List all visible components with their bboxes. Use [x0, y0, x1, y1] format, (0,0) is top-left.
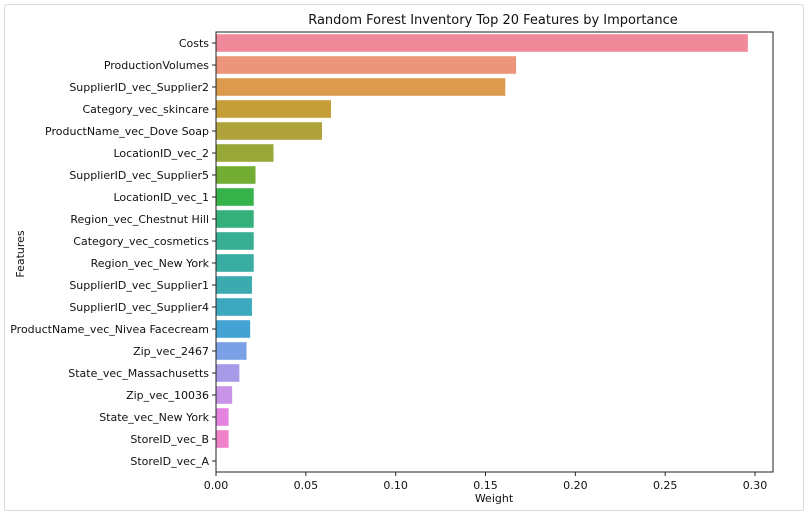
bar-9	[216, 210, 254, 228]
y-tick-label: Costs	[179, 37, 209, 50]
y-tick-label: LocationID_vec_1	[113, 191, 209, 204]
y-tick-label: ProductName_vec_Nivea Facecream	[10, 323, 209, 336]
x-tick-label: 0.20	[563, 479, 588, 492]
y-tick-label: SupplierID_vec_Supplier1	[69, 279, 209, 292]
y-tick-label: ProductName_vec_Dove Soap	[45, 125, 209, 138]
x-tick-label: 0.25	[653, 479, 678, 492]
bar-19	[216, 430, 229, 448]
y-tick-label: State_vec_Massachusetts	[68, 367, 209, 380]
bar-8	[216, 188, 254, 206]
y-tick-label: Zip_vec_2467	[133, 345, 209, 358]
y-tick-label: Category_vec_skincare	[82, 103, 209, 116]
bar-3	[216, 78, 506, 96]
bar-1	[216, 34, 748, 52]
x-tick-label: 0.10	[383, 479, 408, 492]
plot-border	[215, 31, 774, 473]
chart-title: Random Forest Inventory Top 20 Features …	[308, 13, 678, 28]
bar-11	[216, 254, 254, 272]
y-tick-label: Category_vec_cosmetics	[73, 235, 209, 248]
bar-16	[216, 364, 240, 382]
bar-13	[216, 298, 252, 316]
y-tick-label: SupplierID_vec_Supplier5	[69, 169, 209, 182]
x-axis-label: Weight	[475, 492, 514, 505]
bar-17	[216, 386, 233, 404]
y-tick-label: State_vec_New York	[99, 411, 209, 424]
y-axis-label: Features	[14, 230, 27, 278]
bar-14	[216, 320, 251, 338]
bar-18	[216, 408, 229, 426]
y-tick-label: Region_vec_Chestnut Hill	[70, 213, 209, 226]
bar-4	[216, 100, 331, 118]
plot-area: Costs ProductionVolumes SupplierID_vec_Sup…	[10, 31, 774, 492]
y-tick-label: SupplierID_vec_Supplier2	[69, 81, 209, 94]
bar-15	[216, 342, 247, 360]
y-tick-label: StoreID_vec_A	[130, 455, 209, 468]
y-tick-label: LocationID_vec_2	[113, 147, 209, 160]
bar-10	[216, 232, 254, 250]
x-tick-label: 0.30	[743, 479, 768, 492]
x-tick-label: 0.00	[204, 479, 229, 492]
bar-6	[216, 144, 274, 162]
y-tick-label: SupplierID_vec_Supplier4	[69, 301, 209, 314]
bar-2	[216, 56, 517, 74]
x-tick-label: 0.15	[473, 479, 498, 492]
y-tick-label: Zip_vec_10036	[126, 389, 209, 402]
y-tick-label: Region_vec_New York	[91, 257, 210, 270]
y-tick-label: StoreID_vec_B	[130, 433, 209, 446]
x-tick-label: 0.05	[294, 479, 319, 492]
bar-12	[216, 276, 252, 294]
bar-5	[216, 122, 323, 140]
bar-7	[216, 166, 256, 184]
y-tick-label: ProductionVolumes	[104, 59, 209, 72]
